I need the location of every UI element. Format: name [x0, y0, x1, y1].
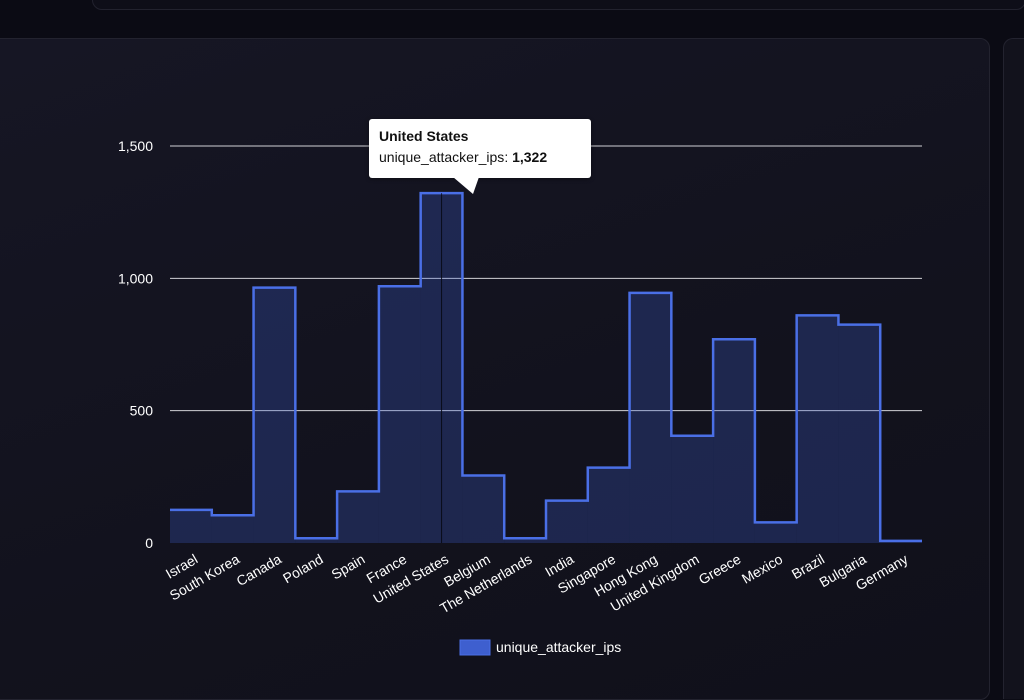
area-step-france [378, 286, 421, 543]
area-step-mexico [754, 522, 797, 543]
area-step-spain [337, 491, 379, 543]
x-tick-label: Greece [696, 551, 744, 588]
x-tick-label: Mexico [739, 551, 786, 587]
x-tick-label: Poland [280, 551, 326, 587]
chart-tooltip: United States unique_attacker_ips: 1,322 [369, 119, 591, 178]
tooltip-row: unique_attacker_ips: 1,322 [379, 149, 548, 165]
area-step-south-korea [211, 515, 254, 543]
y-tick-label: 1,500 [118, 138, 153, 154]
area-step-india [546, 500, 588, 543]
tooltip-value: 1,322 [512, 149, 548, 165]
legend-swatch [459, 639, 491, 656]
side-panel [1003, 38, 1024, 699]
area-step-poland [295, 538, 338, 543]
area-step-bulgaria [838, 324, 881, 543]
area-step-united-kingdom [671, 435, 714, 543]
area-step-hong-kong [629, 292, 672, 543]
tooltip-series-label: unique_attacker_ips [379, 149, 505, 165]
legend-label: unique_attacker_ips [496, 639, 621, 655]
top-card [92, 0, 1024, 10]
tooltip-title: United States [379, 128, 469, 144]
series-line [170, 191, 922, 543]
area-step-the-netherlands [504, 538, 546, 543]
area-step-canada [253, 287, 296, 543]
area-step-singapore [587, 467, 630, 543]
x-tick-label: Spain [328, 551, 367, 583]
tooltip-pointer [453, 177, 479, 194]
y-tick-label: 1,000 [118, 270, 153, 286]
area-step-belgium [462, 475, 505, 543]
area-step-brazil [796, 315, 839, 543]
area-step-greece [713, 339, 755, 543]
y-tick-label: 500 [130, 403, 154, 419]
y-tick-label: 0 [145, 535, 153, 551]
area-step-israel [170, 509, 212, 543]
x-tick-label: Canada [233, 551, 284, 589]
